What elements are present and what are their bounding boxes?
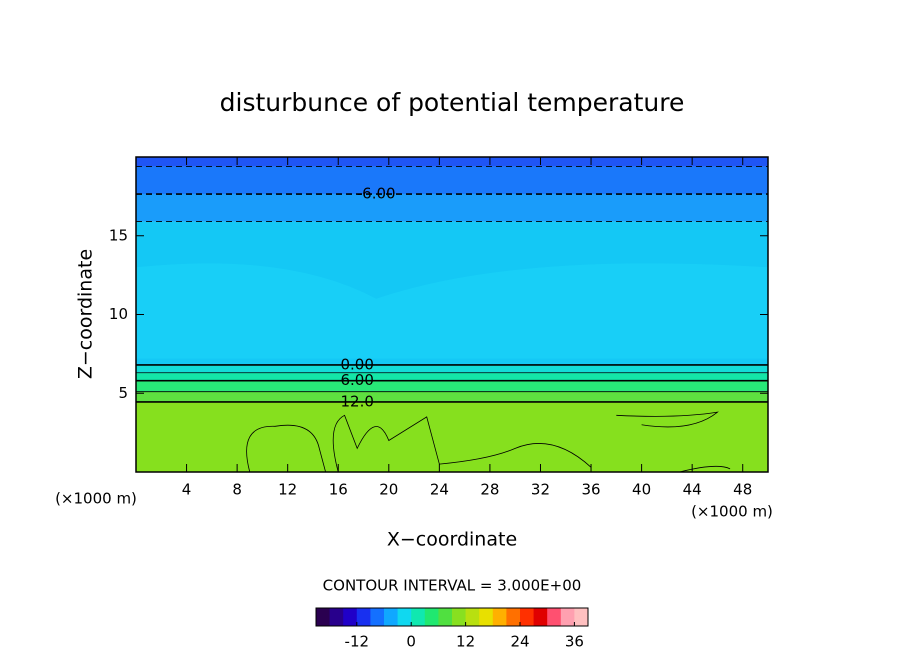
colorbar-swatch bbox=[438, 608, 453, 626]
filled-band bbox=[136, 401, 768, 472]
colorbar-tick-label: 24 bbox=[510, 633, 529, 651]
colorbar-swatch bbox=[397, 608, 412, 626]
field-feature bbox=[136, 263, 768, 359]
colorbar-swatch bbox=[356, 608, 371, 626]
y-tick-label: 5 bbox=[118, 384, 128, 402]
colorbar-swatch bbox=[384, 608, 399, 626]
contour-label: -6.00 bbox=[357, 185, 396, 203]
colorbar-swatch bbox=[316, 608, 331, 626]
x-tick-label: 24 bbox=[430, 481, 449, 499]
contour-label: 0.00 bbox=[340, 355, 373, 373]
colorbar-swatch bbox=[479, 608, 494, 626]
y-axis-label: Z−coordinate bbox=[75, 249, 97, 379]
x-tick-label: 12 bbox=[278, 481, 297, 499]
filled-band bbox=[136, 364, 768, 373]
colorbar-tick-label: 36 bbox=[565, 633, 584, 651]
colorbar-swatch bbox=[424, 608, 439, 626]
colorbar-swatch bbox=[547, 608, 562, 626]
x-tick-label: 48 bbox=[733, 481, 752, 499]
contour-blob bbox=[332, 414, 592, 473]
colorbar-swatch bbox=[452, 608, 467, 626]
y-tick-label: 10 bbox=[109, 305, 128, 323]
filled-band bbox=[136, 380, 768, 392]
colorbar-swatch bbox=[574, 608, 589, 626]
contour-interval: CONTOUR INTERVAL = 3.000E+00 bbox=[323, 577, 582, 595]
x-unit: (×1000 m) bbox=[691, 503, 773, 521]
contour-label: 12.0 bbox=[340, 392, 373, 410]
colorbar-swatch bbox=[329, 608, 344, 626]
filled-band bbox=[136, 157, 768, 167]
y-unit: (×1000 m) bbox=[55, 490, 137, 508]
contour-blob bbox=[246, 424, 326, 473]
filled-band bbox=[136, 166, 768, 195]
chart-title: disturbunce of potential temperature bbox=[220, 88, 685, 117]
x-tick-label: 36 bbox=[581, 481, 600, 499]
colorbar-swatch bbox=[492, 608, 507, 626]
filled-band bbox=[136, 194, 768, 222]
x-axis-label: X−coordinate bbox=[387, 529, 517, 551]
contour-blob bbox=[616, 411, 719, 428]
filled-band bbox=[136, 391, 768, 402]
colorbar-swatch bbox=[506, 608, 521, 626]
colorbar-tick-label: 12 bbox=[456, 633, 475, 651]
colorbar-tick-label: 0 bbox=[406, 633, 416, 651]
colorbar-swatch bbox=[560, 608, 575, 626]
colorbar-swatch bbox=[465, 608, 480, 626]
contour-blob bbox=[679, 465, 731, 473]
x-tick-label: 32 bbox=[531, 481, 550, 499]
x-tick-label: 40 bbox=[632, 481, 651, 499]
colorbar-swatch bbox=[370, 608, 385, 626]
colorbar-swatch bbox=[343, 608, 358, 626]
contour-label: 6.00 bbox=[340, 371, 373, 389]
y-tick-label: 15 bbox=[109, 226, 128, 244]
x-tick-label: 16 bbox=[329, 481, 348, 499]
colorbar-swatch bbox=[520, 608, 535, 626]
colorbar-frame bbox=[315, 607, 589, 627]
filled-band bbox=[136, 372, 768, 381]
x-tick-label: 4 bbox=[182, 481, 192, 499]
colorbar-swatch bbox=[533, 608, 548, 626]
colorbar-swatch bbox=[411, 608, 426, 626]
x-tick-label: 20 bbox=[379, 481, 398, 499]
x-tick-label: 44 bbox=[683, 481, 702, 499]
colorbar-tick-label: -12 bbox=[345, 633, 370, 651]
x-tick-label: 28 bbox=[480, 481, 499, 499]
x-tick-label: 8 bbox=[232, 481, 242, 499]
